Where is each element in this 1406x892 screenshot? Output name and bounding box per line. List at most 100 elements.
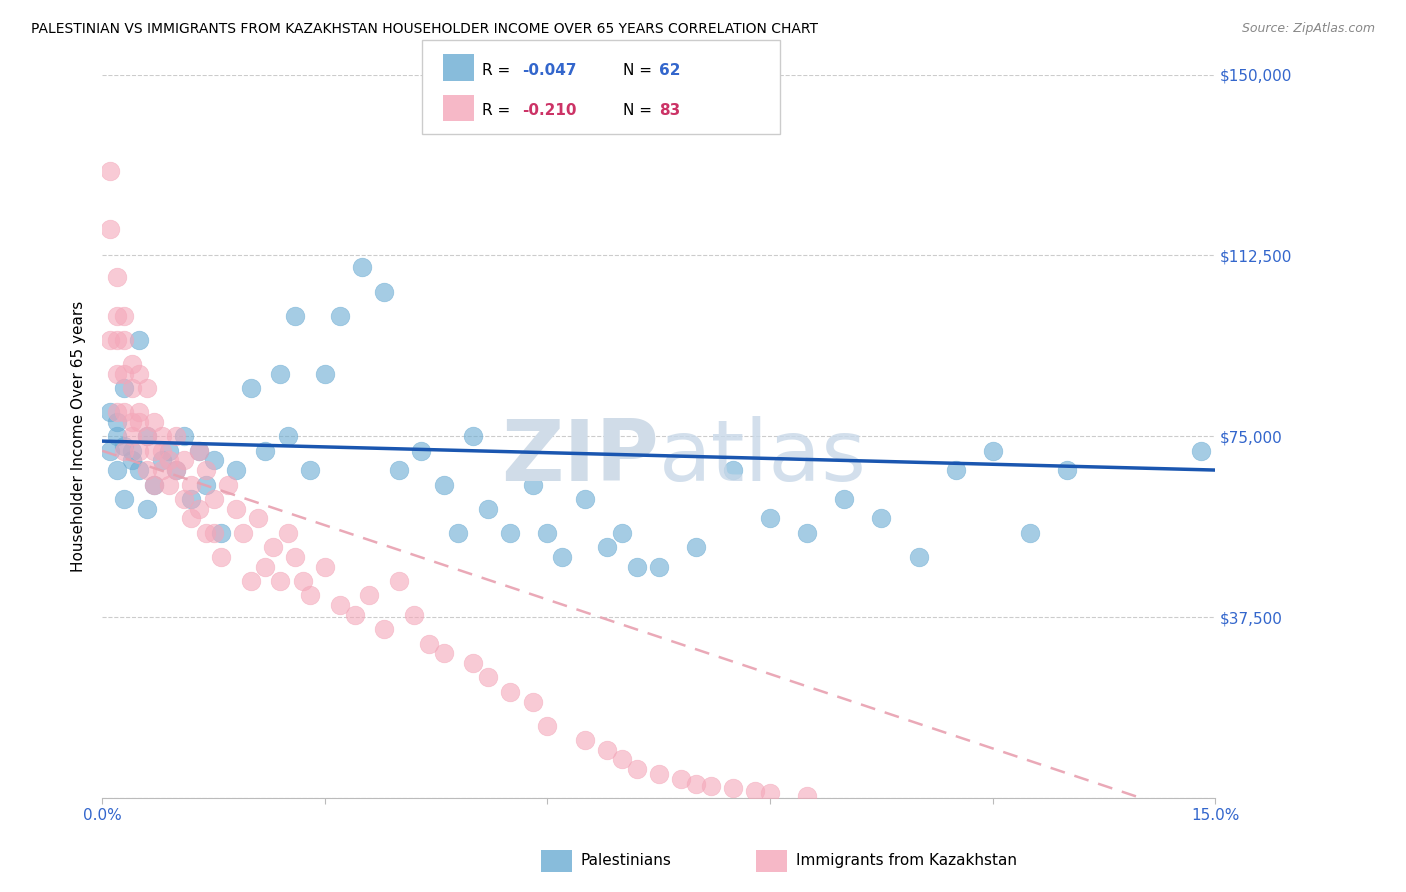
Point — [477, 501, 499, 516]
Point — [209, 525, 232, 540]
Point — [329, 598, 352, 612]
Point — [1018, 525, 1040, 540]
Point — [945, 463, 967, 477]
Point — [128, 367, 150, 381]
Point — [135, 501, 157, 516]
Point — [105, 429, 128, 443]
Point — [150, 453, 173, 467]
Point — [536, 525, 558, 540]
Point — [648, 559, 671, 574]
Point — [165, 463, 187, 477]
Point — [432, 646, 454, 660]
Point — [574, 733, 596, 747]
Point — [150, 443, 173, 458]
Point — [105, 270, 128, 285]
Point — [247, 511, 270, 525]
Point — [114, 367, 136, 381]
Point — [98, 333, 121, 347]
Point — [1189, 443, 1212, 458]
Point — [574, 491, 596, 506]
Point — [135, 381, 157, 395]
Point — [128, 415, 150, 429]
Point — [499, 525, 522, 540]
Point — [685, 540, 707, 554]
Point — [98, 164, 121, 178]
Text: -0.047: -0.047 — [522, 62, 576, 78]
Point — [610, 752, 633, 766]
Point — [284, 549, 307, 564]
Text: 83: 83 — [659, 103, 681, 119]
Point — [157, 443, 180, 458]
Point — [180, 477, 202, 491]
Point — [180, 511, 202, 525]
Point — [254, 559, 277, 574]
Point — [269, 574, 291, 588]
Point — [477, 670, 499, 684]
Text: R =: R = — [482, 62, 516, 78]
Text: Source: ZipAtlas.com: Source: ZipAtlas.com — [1241, 22, 1375, 36]
Point — [262, 540, 284, 554]
Point — [202, 491, 225, 506]
Text: Palestinians: Palestinians — [581, 854, 672, 868]
Point — [187, 443, 209, 458]
Point — [232, 525, 254, 540]
Point — [298, 589, 321, 603]
Point — [98, 443, 121, 458]
Point — [669, 772, 692, 786]
Point — [105, 415, 128, 429]
Point — [135, 463, 157, 477]
Point — [551, 549, 574, 564]
Point — [388, 463, 411, 477]
Point — [721, 781, 744, 796]
Point — [195, 525, 218, 540]
Point — [114, 439, 136, 453]
Point — [143, 477, 166, 491]
Point — [143, 415, 166, 429]
Point — [522, 477, 544, 491]
Point — [105, 333, 128, 347]
Point — [832, 491, 855, 506]
Point — [796, 525, 818, 540]
Point — [202, 525, 225, 540]
Point — [173, 453, 195, 467]
Point — [610, 525, 633, 540]
Point — [121, 381, 143, 395]
Text: 62: 62 — [659, 62, 681, 78]
Point — [254, 443, 277, 458]
Point — [114, 381, 136, 395]
Point — [165, 429, 187, 443]
Point — [373, 285, 395, 299]
Point — [121, 453, 143, 467]
Text: R =: R = — [482, 103, 516, 119]
Point — [121, 415, 143, 429]
Point — [157, 453, 180, 467]
Point — [239, 381, 262, 395]
Point — [114, 333, 136, 347]
Point — [195, 463, 218, 477]
Point — [173, 491, 195, 506]
Point — [596, 743, 619, 757]
Text: N =: N = — [623, 103, 657, 119]
Point — [744, 784, 766, 798]
Point — [796, 789, 818, 803]
Point — [759, 511, 782, 525]
Point — [225, 501, 247, 516]
Point — [1056, 463, 1078, 477]
Point — [195, 477, 218, 491]
Point — [150, 429, 173, 443]
Point — [388, 574, 411, 588]
Point — [463, 656, 485, 670]
Y-axis label: Householder Income Over 65 years: Householder Income Over 65 years — [72, 301, 86, 572]
Point — [225, 463, 247, 477]
Point — [277, 525, 299, 540]
Point — [269, 367, 291, 381]
Point — [314, 367, 336, 381]
Point — [432, 477, 454, 491]
Point — [350, 260, 373, 275]
Point — [907, 549, 929, 564]
Point — [202, 453, 225, 467]
Point — [626, 559, 648, 574]
Point — [121, 429, 143, 443]
Text: N =: N = — [623, 62, 657, 78]
Text: ZIP: ZIP — [501, 417, 659, 500]
